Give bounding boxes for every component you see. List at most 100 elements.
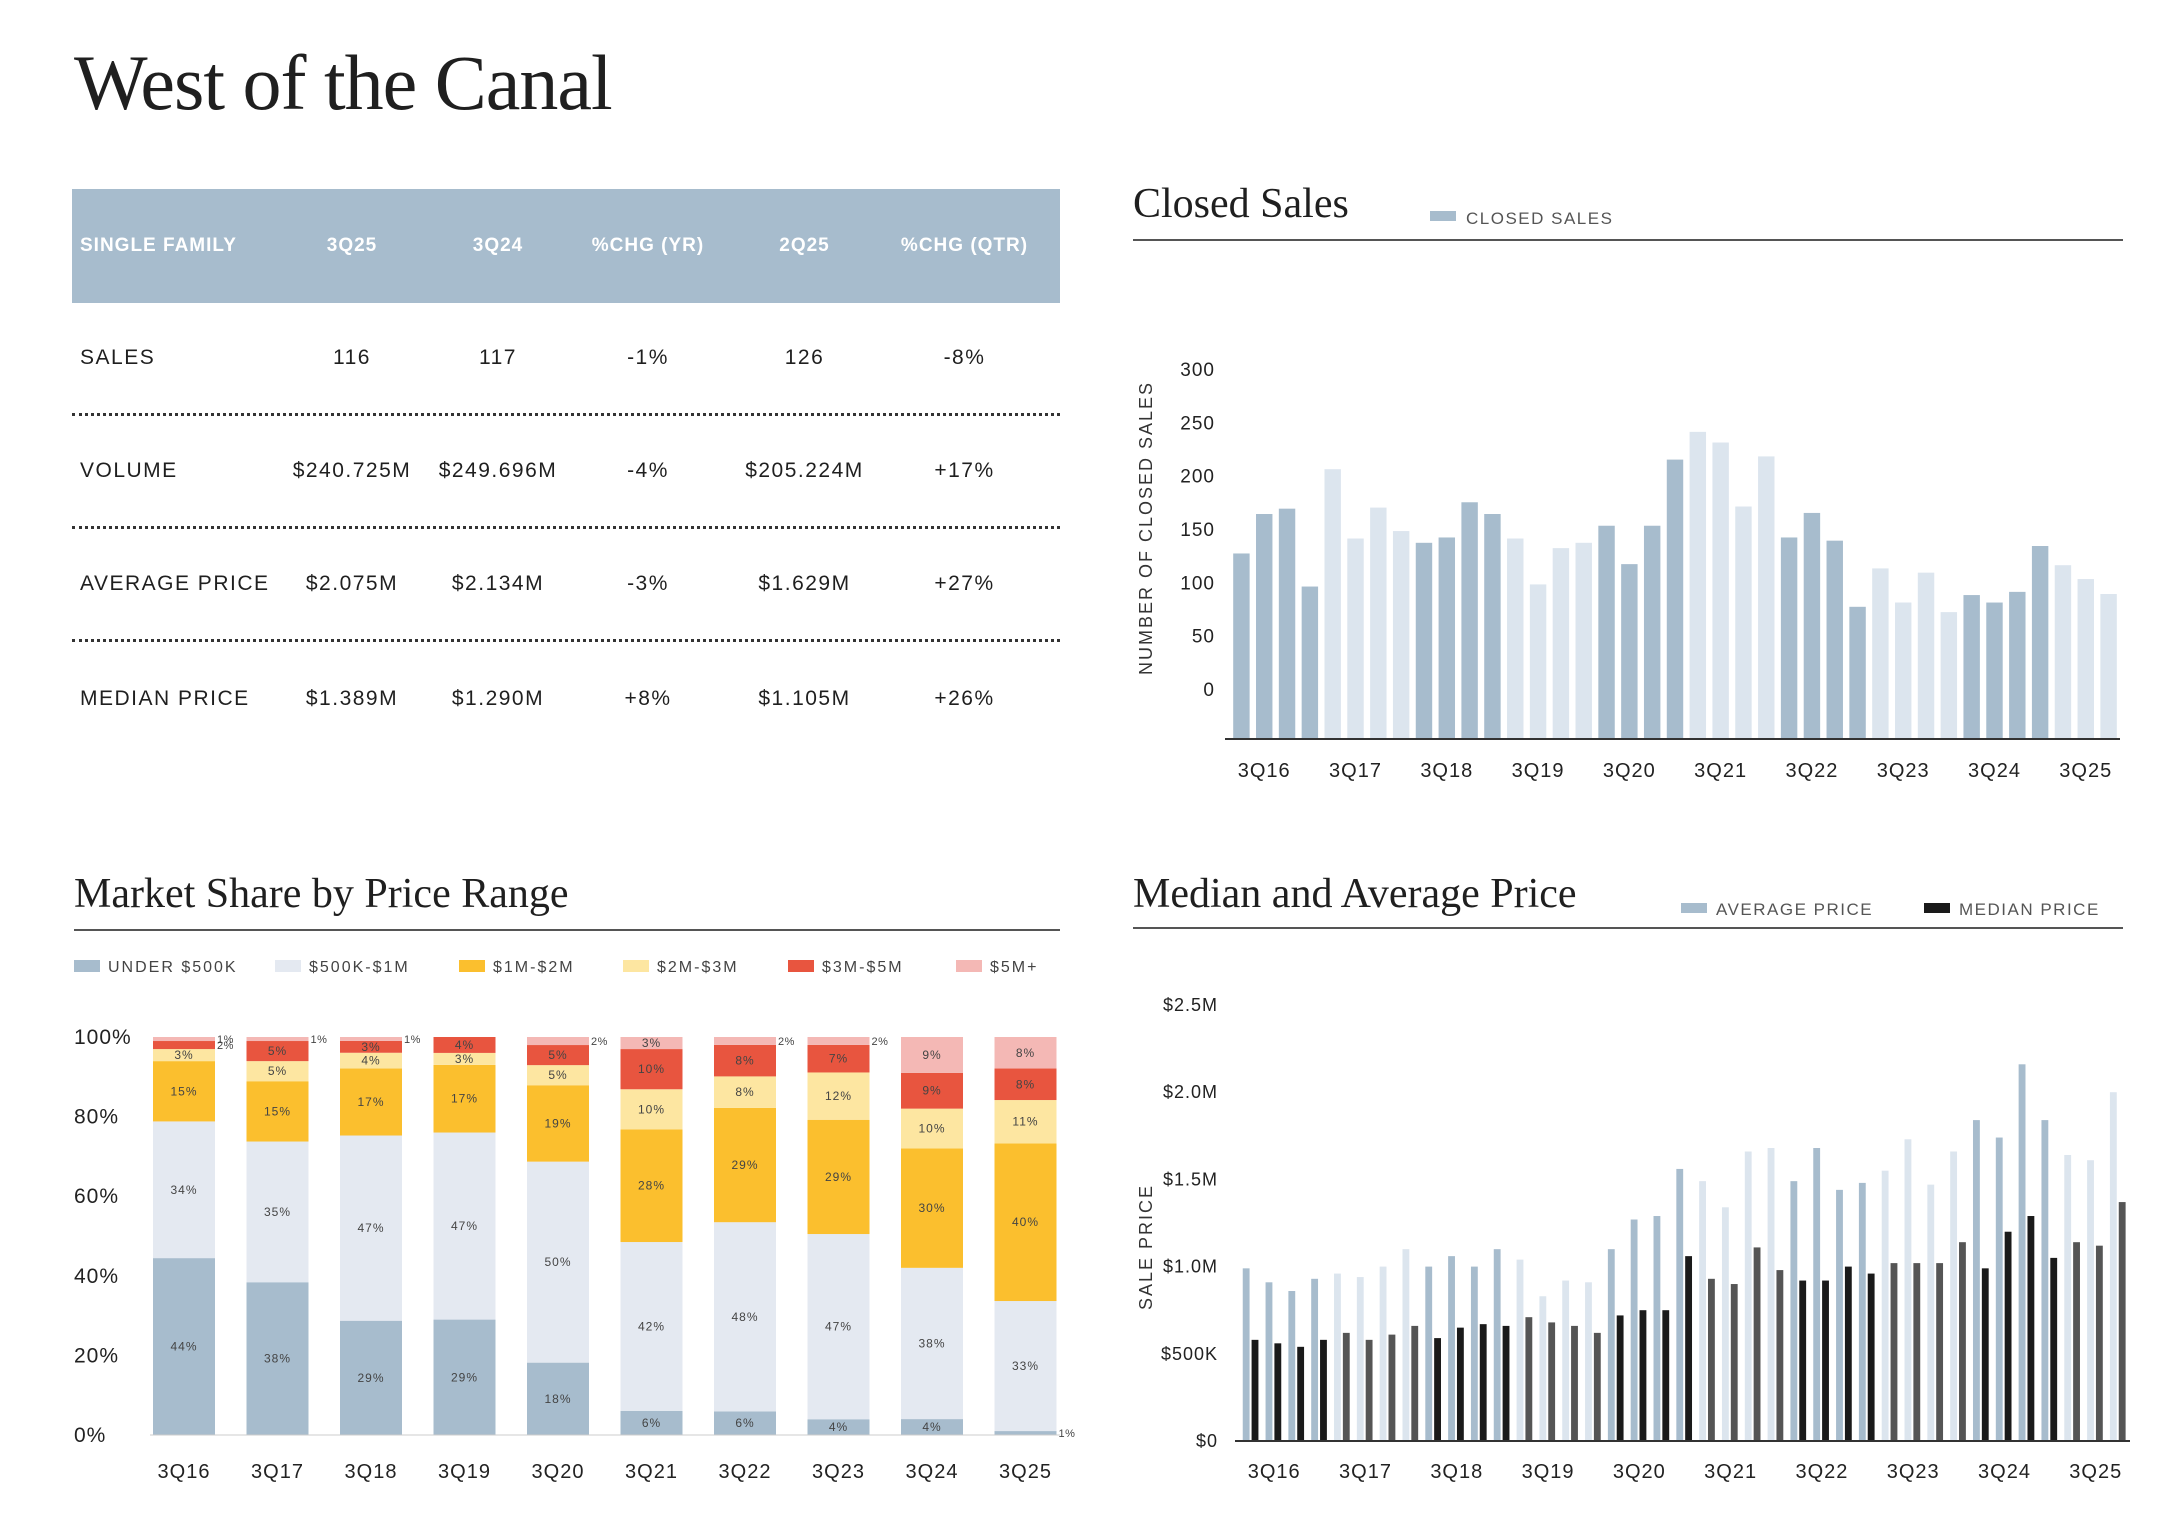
segment-1 [340,1135,402,1321]
segment-label: 15% [264,1104,291,1118]
closed-sales-bar [1803,512,1821,739]
segment-label: 10% [638,1062,665,1076]
average-price-bar [1562,1280,1570,1441]
segment-3 [901,1108,963,1149]
table-cell: $1.105M [758,686,851,710]
median-price-bar [2118,1202,2126,1441]
median-price-bar [1434,1338,1441,1441]
segment-3 [433,1052,496,1065]
median-price-bar [1662,1310,1670,1441]
average-price-bar [1995,1137,2003,1441]
segment-label: 6% [642,1416,661,1430]
closed-sales-bar [1849,606,1866,739]
segment-label: 33% [1012,1359,1039,1373]
x-tick-label: 3Q19 [1512,760,1565,782]
header-cell: SINGLE FAMILY [80,235,237,256]
median-price-bar [1981,1268,1989,1441]
average-price-bar [1607,1249,1615,1441]
segment-label-outside: 1% [217,1034,234,1046]
segment-label: 17% [451,1092,478,1106]
median-price-bar [1730,1284,1738,1441]
segment-5 [620,1037,683,1050]
price-chart-rule [1133,927,2123,929]
segment-0 [994,1431,1057,1435]
segment-2 [807,1119,870,1235]
segment-label: 42% [638,1319,665,1333]
header-cell: 3Q24 [472,235,524,256]
segment-5 [527,1037,589,1046]
legend-swatch [275,960,301,972]
segment-label: 3% [455,1052,474,1066]
closed-sales-bar [1940,612,1958,739]
median-price-bar [1936,1263,1944,1441]
closed-sales-bar [2031,546,2049,739]
legend-swatch [459,960,485,972]
closed-sales-bar [1552,548,1570,739]
average-price-bar [1265,1282,1273,1441]
closed-sales-bar [1758,456,1775,739]
segment-4 [246,1041,309,1062]
segment-label: 5% [548,1048,567,1062]
table-cell: -4% [627,459,669,482]
x-tick-label: 3Q16 [1238,760,1291,782]
legend-swatch [74,960,100,972]
average-price-bar [1425,1266,1433,1441]
average-price-bar [1972,1120,1980,1441]
x-tick-label: 3Q18 [1420,760,1473,782]
segment-1 [994,1301,1057,1432]
x-tick-label: 3Q19 [438,1461,491,1483]
header-cell: %CHG (YR) [591,235,705,256]
segment-4 [527,1045,589,1066]
segment-1 [901,1267,963,1420]
y-tick-label: $500K [1161,1344,1218,1364]
row-label: AVERAGE PRICE [80,572,270,595]
closed-sales-bar [1621,564,1638,739]
legend-label-average: AVERAGE PRICE [1716,900,1873,919]
table-cell: +8% [624,686,672,710]
average-price-bar [1813,1148,1821,1441]
average-price-bar [1858,1182,1866,1441]
segment-label-outside: 2% [872,1036,889,1048]
table-cell: $1.629M [758,572,851,595]
average-price-bar [1402,1249,1410,1441]
x-tick-label: 3Q21 [1694,760,1747,782]
x-tick-label: 3Q24 [906,1461,959,1483]
segment-label: 3% [174,1048,193,1062]
segment-label: 10% [638,1102,665,1116]
table-cell: 117 [479,346,517,369]
x-tick-label: 3Q22 [719,1461,772,1483]
segment-label: 38% [264,1352,291,1366]
segment-0 [340,1320,402,1435]
y-tick-label: 80% [74,1106,119,1129]
median-price-bar [1593,1332,1601,1441]
average-price-bar [2018,1064,2026,1441]
legend-label-median: MEDIAN PRICE [1959,900,2100,919]
closed-sales-rule [1133,239,2123,241]
segment-label: 8% [735,1054,754,1068]
median-price-bar [1822,1280,1829,1441]
y-tick-label: 100% [74,1026,132,1049]
segment-1 [153,1121,215,1259]
market-share-chart: UNDER $500K $500K-$1M $1M-$2M $2M-$3M $3M-$5… [74,959,1076,1483]
segment-1 [433,1132,496,1320]
segment-1 [246,1141,309,1283]
segment-3 [340,1052,402,1069]
segment-5 [153,1037,215,1042]
segment-label: 5% [268,1044,287,1058]
average-price-bar [1356,1277,1364,1441]
segment-2 [994,1143,1057,1302]
closed-sales-bar [1963,595,1980,739]
segment-5 [714,1037,776,1045]
x-tick-label: 3Q16 [158,1461,211,1483]
average-price-bar [1744,1151,1752,1441]
x-tick-label: 3Q23 [812,1461,865,1483]
segment-5 [807,1037,870,1045]
segment-1 [620,1242,683,1411]
segment-4 [433,1037,496,1053]
segment-label: 35% [264,1205,291,1219]
closed-sales-bar [1780,537,1798,739]
segment-label-outside: 1% [1059,1428,1076,1440]
segment-0 [714,1411,776,1435]
header-cell: 3Q25 [326,235,378,256]
header-cell: %CHG (QTR) [900,235,1029,256]
